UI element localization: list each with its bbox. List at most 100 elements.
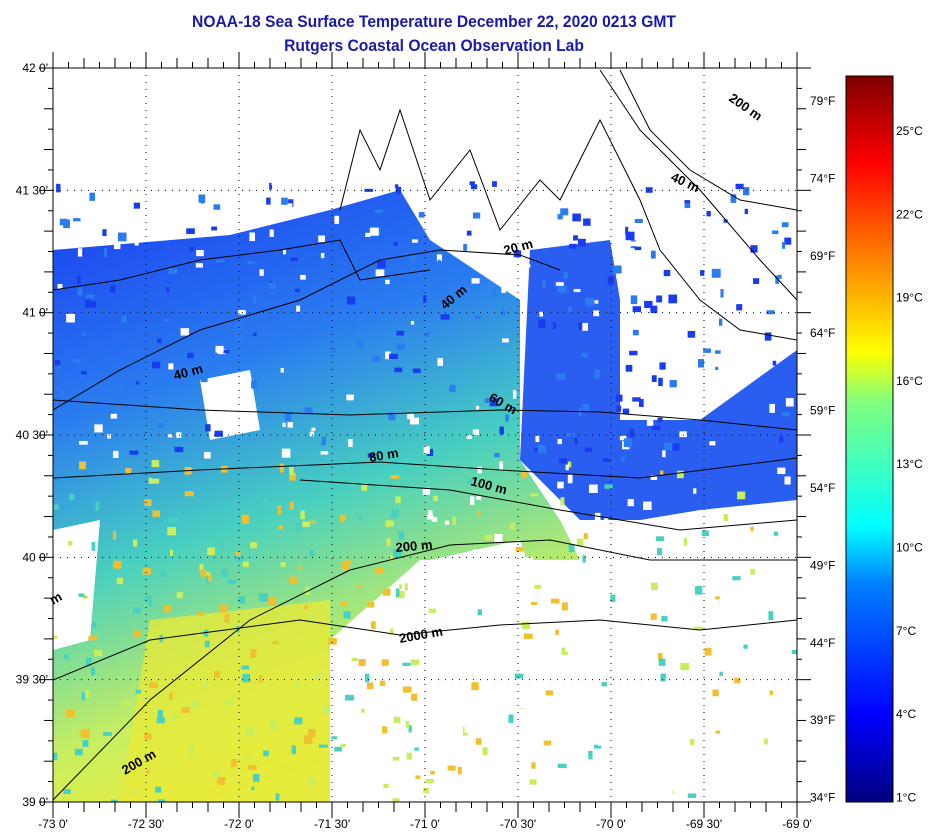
sst-pixel <box>76 275 81 284</box>
sst-pixel <box>367 602 375 608</box>
sst-pixel <box>582 555 586 563</box>
sst-pixel <box>466 230 472 236</box>
sst-pixel <box>287 422 293 428</box>
sst-pixel <box>669 352 677 360</box>
sst-pixel <box>86 294 95 299</box>
sst-pixel <box>743 187 750 196</box>
sst-pixel <box>632 397 641 402</box>
sst-pixel <box>358 658 366 667</box>
sst-pixel <box>687 545 693 551</box>
sst-pixel <box>320 451 329 455</box>
sst-pixel <box>693 626 703 631</box>
sst-pixel <box>211 226 218 231</box>
sst-pixel <box>186 228 195 235</box>
sst-pixel <box>578 238 586 247</box>
sst-pixel <box>557 763 567 768</box>
lon-label: -69 0' <box>782 817 812 831</box>
celsius-label: 25°C <box>896 124 923 138</box>
sst-pixel <box>278 525 283 530</box>
sst-pixel <box>414 747 420 751</box>
sst-pixel <box>700 270 705 276</box>
sst-pixel <box>149 599 153 607</box>
sst-pixel <box>271 180 278 186</box>
sst-pixel <box>610 594 616 603</box>
sst-pixel <box>431 517 438 522</box>
sst-pixel <box>81 692 86 701</box>
sst-pixel <box>133 232 141 242</box>
sst-pixel <box>539 311 544 317</box>
fahrenheit-label: 69°F <box>810 249 835 263</box>
sst-pixel <box>113 560 122 569</box>
sst-pixel <box>672 443 680 451</box>
sst-pixel <box>200 568 206 577</box>
sst-pixel <box>102 229 107 237</box>
sst-pixel <box>121 315 128 323</box>
sst-pixel <box>328 638 337 645</box>
sst-pixel <box>423 446 430 454</box>
sst-pixel <box>719 671 723 676</box>
sst-pixel <box>659 362 666 370</box>
sst-pixel <box>258 675 263 683</box>
sst-pixel <box>566 432 575 437</box>
sst-pixel <box>258 593 268 602</box>
sst-pixel <box>715 733 722 738</box>
sst-pixel <box>515 637 523 643</box>
sst-pixel <box>717 259 727 267</box>
sst-pixel <box>773 531 779 536</box>
sst-pixel <box>220 541 225 549</box>
sst-pixel <box>427 510 433 518</box>
sst-pixel <box>777 467 786 475</box>
sst-pixel <box>57 283 63 290</box>
sst-pixel <box>57 364 61 371</box>
sst-pixel <box>395 496 401 504</box>
sst-pixel <box>643 501 652 510</box>
sst-pixel <box>188 745 195 755</box>
sst-pixel <box>679 431 687 438</box>
sst-pixel <box>703 194 712 201</box>
sst-pixel <box>150 478 159 484</box>
sst-pixel <box>634 246 642 251</box>
sst-pixel <box>625 226 629 235</box>
sst-pixel <box>794 305 797 309</box>
sst-pixel <box>280 367 284 373</box>
sst-pixel <box>440 314 450 320</box>
sst-pixel <box>781 412 790 417</box>
sst-pixel <box>769 403 775 413</box>
sst-pixel <box>341 561 350 571</box>
sst-pixel <box>778 732 785 736</box>
sst-pixel <box>452 516 456 525</box>
sst-pixel <box>723 514 729 521</box>
sst-pixel <box>683 537 688 546</box>
sst-pixel <box>543 740 552 746</box>
cloud-gap <box>200 370 260 440</box>
sst-pixel <box>86 381 93 388</box>
sst-pixel <box>651 375 657 383</box>
sst-pixel <box>704 647 712 656</box>
sst-pixel <box>579 322 589 331</box>
sst-pixel <box>474 315 481 319</box>
sst-pixel <box>585 447 593 452</box>
sst-pixel <box>77 248 83 257</box>
sst-pixel <box>71 731 75 735</box>
sst-pixel <box>269 229 274 237</box>
sst-pixel <box>579 671 584 679</box>
sst-pixel <box>141 387 148 393</box>
lat-label: 39 0' <box>22 795 48 809</box>
sst-pixel <box>156 717 165 724</box>
sst-pixel <box>364 673 370 683</box>
sst-pixel <box>471 682 479 691</box>
sst-pixel <box>289 466 294 475</box>
sst-pixel <box>272 641 279 645</box>
sst-pixel <box>298 565 303 571</box>
sst-pixel <box>528 705 537 710</box>
sst-pixel <box>466 435 472 439</box>
sst-pixel <box>466 478 473 484</box>
sst-pixel <box>125 468 132 474</box>
sst-pixel <box>189 246 194 252</box>
lon-label: -69 30' <box>686 817 722 831</box>
sst-pixel <box>561 602 568 611</box>
sst-pixel <box>361 708 365 713</box>
sst-pixel <box>288 199 294 208</box>
sst-pixel <box>91 667 96 676</box>
sst-pixel <box>382 588 391 596</box>
